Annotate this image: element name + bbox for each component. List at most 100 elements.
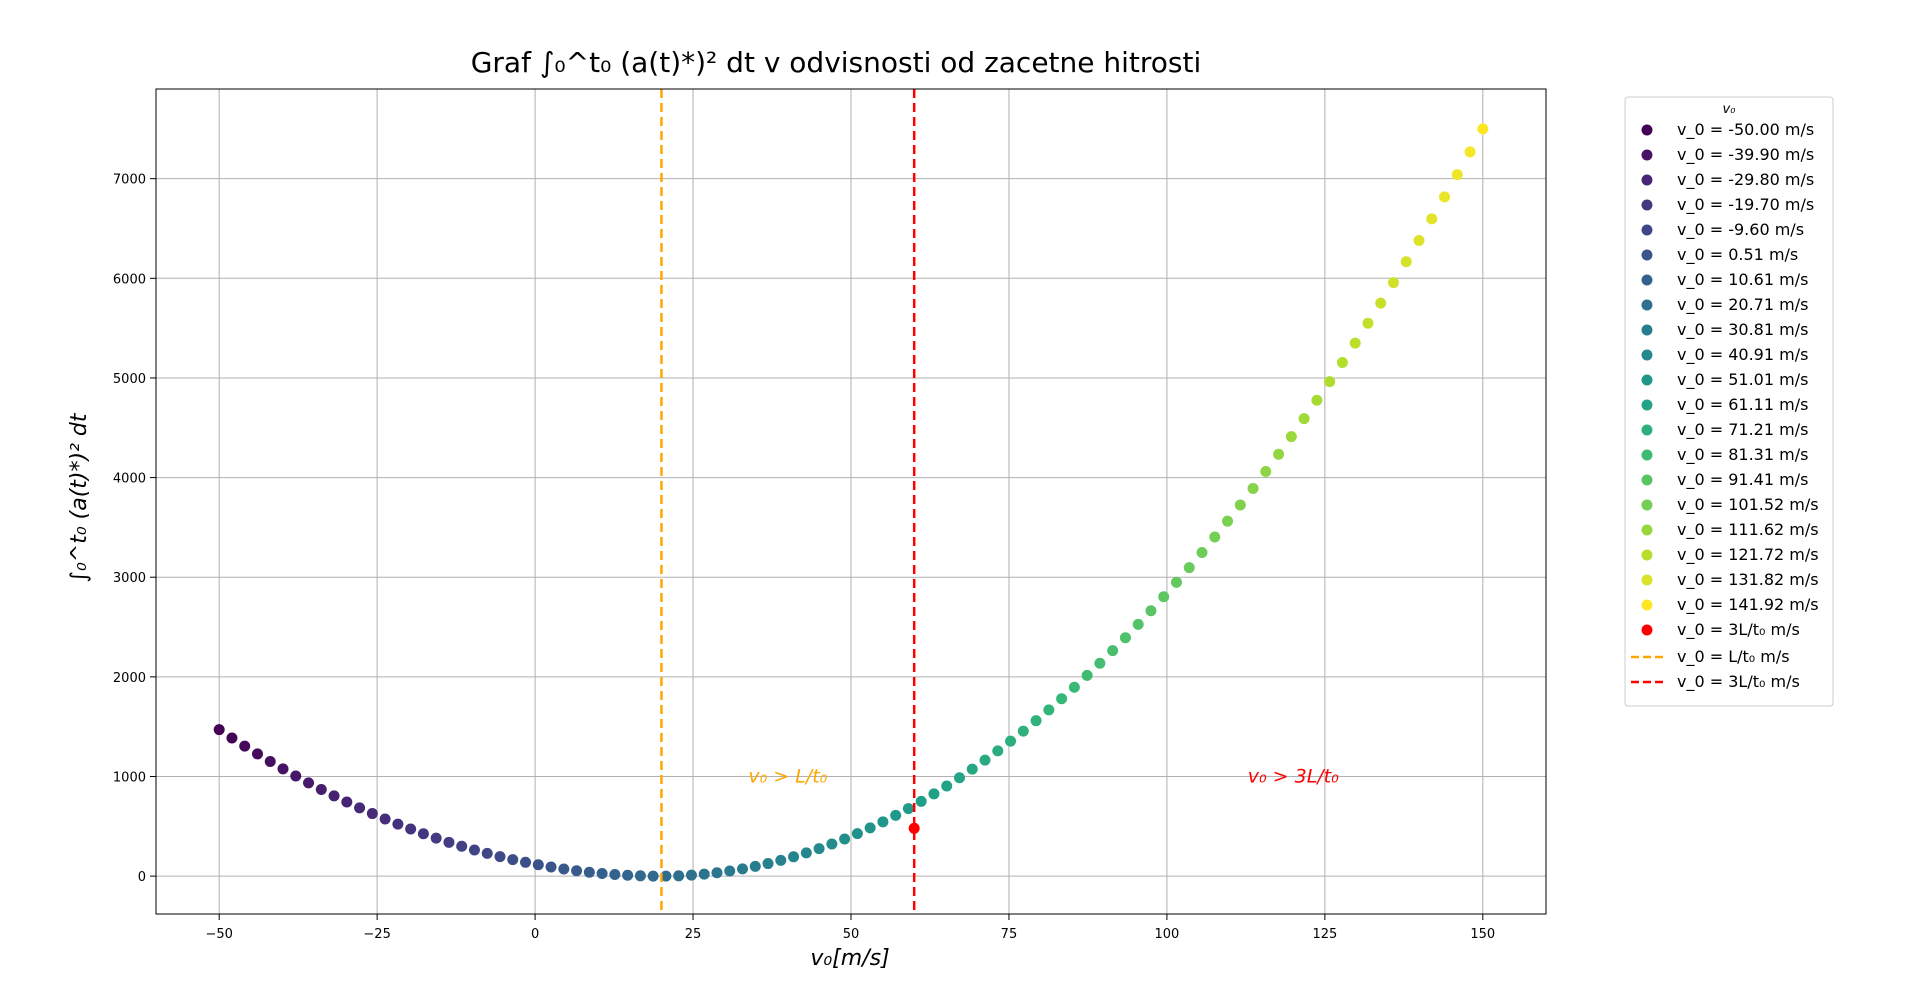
data-point [788,851,800,863]
data-point [992,745,1004,757]
legend-label: v_0 = 111.62 m/s [1677,520,1819,540]
x-tick-label: 50 [843,927,860,942]
legend-label: v_0 = 81.31 m/s [1677,445,1808,465]
data-point [851,828,863,840]
data-point [902,803,914,815]
legend-marker [1641,299,1653,311]
data-point [1311,394,1323,406]
plot-area: −50 −25 0 25 50 75 100 125 150 0 1000 2000 3000 4000 5… [113,88,1547,942]
legend-marker [1641,249,1653,261]
legend-label: v_0 = -29.80 m/s [1677,170,1814,190]
data-point [1107,645,1119,657]
data-point [698,868,710,880]
data-point [1285,431,1297,443]
legend-marker [1641,124,1653,136]
legend-label: v_0 = 61.11 m/s [1677,395,1808,415]
legend-label: v_0 = 40.91 m/s [1677,345,1808,365]
legend-marker [1641,474,1653,486]
data-point [622,869,634,881]
legend-marker [1641,399,1653,411]
special-point [908,822,920,834]
legend-marker [1641,549,1653,561]
data-point [430,832,442,844]
data-point [443,836,455,848]
legend-label: v_0 = 10.61 m/s [1677,270,1808,290]
data-point [1183,562,1195,574]
x-tick-label: 150 [1470,927,1495,942]
data-point [966,763,978,775]
data-point [366,808,378,820]
data-point [213,724,225,736]
data-point [1439,191,1451,203]
data-point [826,838,838,850]
legend-marker [1641,574,1653,586]
legend-title: v₀ [1723,102,1737,117]
y-axis-label: ∫₀^t₀ (a(t)*)² dt [67,412,92,582]
x-tick-label: 100 [1154,927,1179,942]
legend-marker [1641,499,1653,511]
data-point [647,870,659,882]
legend-label: v_0 = 20.71 m/s [1677,295,1808,315]
data-point [890,809,902,821]
data-point [928,788,940,800]
legend-marker [1641,149,1653,161]
legend-marker [1641,349,1653,361]
data-point [1451,169,1463,181]
legend-marker [1641,274,1653,286]
data-point [749,860,761,872]
data-point [315,783,327,795]
legend-marker [1641,324,1653,336]
legend-marker [1641,624,1653,636]
plot-frame [155,88,1547,915]
legend-marker [1641,599,1653,611]
data-point [1247,482,1259,494]
data-point [1094,657,1106,669]
legend-label: v_0 = -19.70 m/s [1677,195,1814,215]
data-point [1362,317,1374,329]
data-point [1234,499,1246,511]
y-tick-label: 3000 [113,571,146,586]
legend-marker [1641,424,1653,436]
y-tick-label: 4000 [113,472,146,487]
data-point [251,748,263,760]
data-point [341,796,353,808]
data-point [277,763,289,775]
data-point [494,851,506,863]
data-point [354,802,366,814]
data-point [1081,669,1093,681]
y-tick-label: 0 [138,870,146,885]
data-point [226,732,238,744]
data-point [1145,605,1157,617]
data-point [456,840,468,852]
data-point [941,780,953,792]
legend-marker [1641,199,1653,211]
data-point [839,833,851,845]
y-tick-label: 1000 [113,771,146,786]
data-point [1324,376,1336,388]
data-point [775,854,787,866]
legend-marker [1641,224,1653,236]
legend-label: v_0 = 141.92 m/s [1677,595,1819,615]
legend-label: v_0 = 3L/t₀ m/s [1677,620,1800,640]
data-point [417,828,429,840]
data-point [1464,146,1476,158]
data-point [762,858,774,870]
data-point [1426,213,1438,225]
legend-box [1624,96,1834,707]
data-point [800,847,812,859]
data-point [877,816,889,828]
data-point [1030,715,1042,727]
data-point [737,863,749,875]
data-point [685,869,697,881]
data-point [1387,277,1399,289]
legend-label: v_0 = 0.51 m/s [1677,245,1798,265]
legend-marker [1641,374,1653,386]
data-point [673,870,685,882]
data-point [1196,546,1208,558]
data-point [532,859,544,871]
data-point [1056,693,1068,705]
data-point [1005,735,1017,747]
data-point [1413,234,1425,246]
data-point [1336,357,1348,369]
legend-label: v_0 = 131.82 m/s [1677,570,1819,590]
